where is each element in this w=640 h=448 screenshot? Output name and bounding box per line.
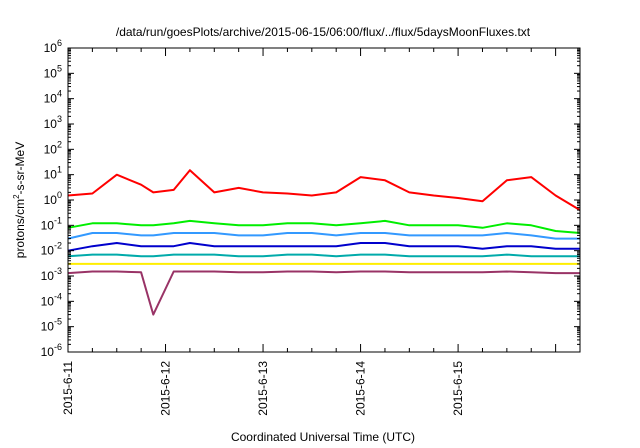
x-axis: 2015-6-11 2015-6-12 2015-6-13 2015-6-14 2015…: [61, 48, 581, 416]
y-tick-label: 10-4: [41, 291, 62, 308]
y-tick-label: 105: [44, 63, 62, 80]
y-tick-label-base: 10: [44, 168, 58, 182]
y-tick-label-exp: 6: [57, 38, 62, 48]
y-tick-label-base: 10: [41, 345, 55, 359]
y-tick-label-base: 10: [44, 193, 58, 207]
y-tick-label-exp: 4: [57, 89, 62, 99]
y-tick-label-base: 10: [41, 269, 55, 283]
plot-frame: [67, 47, 581, 353]
series-line-3: [67, 232, 580, 240]
y-tick-label: 100: [44, 190, 62, 207]
y-tick-label: 103: [44, 114, 62, 131]
y-tick-label-exp: 2: [57, 139, 62, 149]
y-tick-label: 10-2: [41, 241, 62, 258]
y-axis: 10-610-510-410-310-210-11001011021031041…: [41, 38, 580, 359]
y-tick-label: 10-3: [41, 266, 62, 283]
y-axis-label-base: protons/cm: [13, 199, 27, 258]
y-tick-label: 10-6: [41, 342, 62, 359]
chart-title: /data/run/goesPlots/archive/2015-06-15/0…: [116, 25, 531, 39]
x-tick-label: 2015-6-14: [354, 361, 368, 416]
series-line-2: [67, 219, 581, 234]
y-tick-label: 104: [44, 89, 62, 106]
series-line-5: [67, 253, 580, 258]
y-tick-label: 102: [44, 139, 62, 156]
y-tick-label-exp: -6: [54, 342, 62, 352]
y-tick-label-exp: 1: [57, 165, 62, 175]
y-tick-label-base: 10: [41, 218, 55, 232]
y-axis-label-sup: 2: [12, 194, 21, 199]
y-tick-label-base: 10: [44, 41, 58, 55]
y-tick-label-base: 10: [41, 320, 55, 334]
y-tick-label-exp: 0: [57, 190, 62, 200]
series-line-4: [67, 242, 580, 252]
y-tick-label-exp: -1: [54, 215, 62, 225]
y-axis-label: protons/cm2-s-sr-MeV: [12, 142, 27, 258]
y-tick-label: 10-5: [41, 317, 62, 334]
y-axis-label-rest: -s-sr-MeV: [13, 142, 27, 195]
series-line-7: [67, 270, 580, 316]
y-tick-label: 10-1: [41, 215, 62, 232]
y-tick-label-exp: 3: [57, 114, 62, 124]
x-tick-label: 2015-6-15: [451, 361, 465, 416]
y-tick-label-base: 10: [41, 294, 55, 308]
x-tick-label: 2015-6-11: [61, 361, 75, 415]
y-tick-label: 101: [44, 165, 62, 182]
y-tick-label-base: 10: [44, 142, 58, 156]
y-tick-label-exp: 5: [57, 63, 62, 73]
y-tick-label-base: 10: [44, 66, 58, 80]
y-tick-label-exp: -2: [54, 241, 62, 251]
y-tick-label-base: 10: [41, 244, 55, 258]
x-tick-label: 2015-6-13: [256, 361, 270, 416]
y-tick-label-base: 10: [44, 117, 58, 131]
y-tick-label-base: 10: [44, 92, 58, 106]
y-tick-label: 106: [44, 38, 62, 55]
y-tick-label-exp: -5: [54, 317, 62, 327]
x-axis-label: Coordinated Universal Time (UTC): [231, 430, 415, 444]
y-tick-label-exp: -4: [54, 291, 62, 301]
series-layer: [67, 169, 581, 316]
x-tick-label: 2015-6-12: [159, 361, 173, 416]
y-tick-label-exp: -3: [54, 266, 62, 276]
series-line-1: [67, 169, 581, 211]
